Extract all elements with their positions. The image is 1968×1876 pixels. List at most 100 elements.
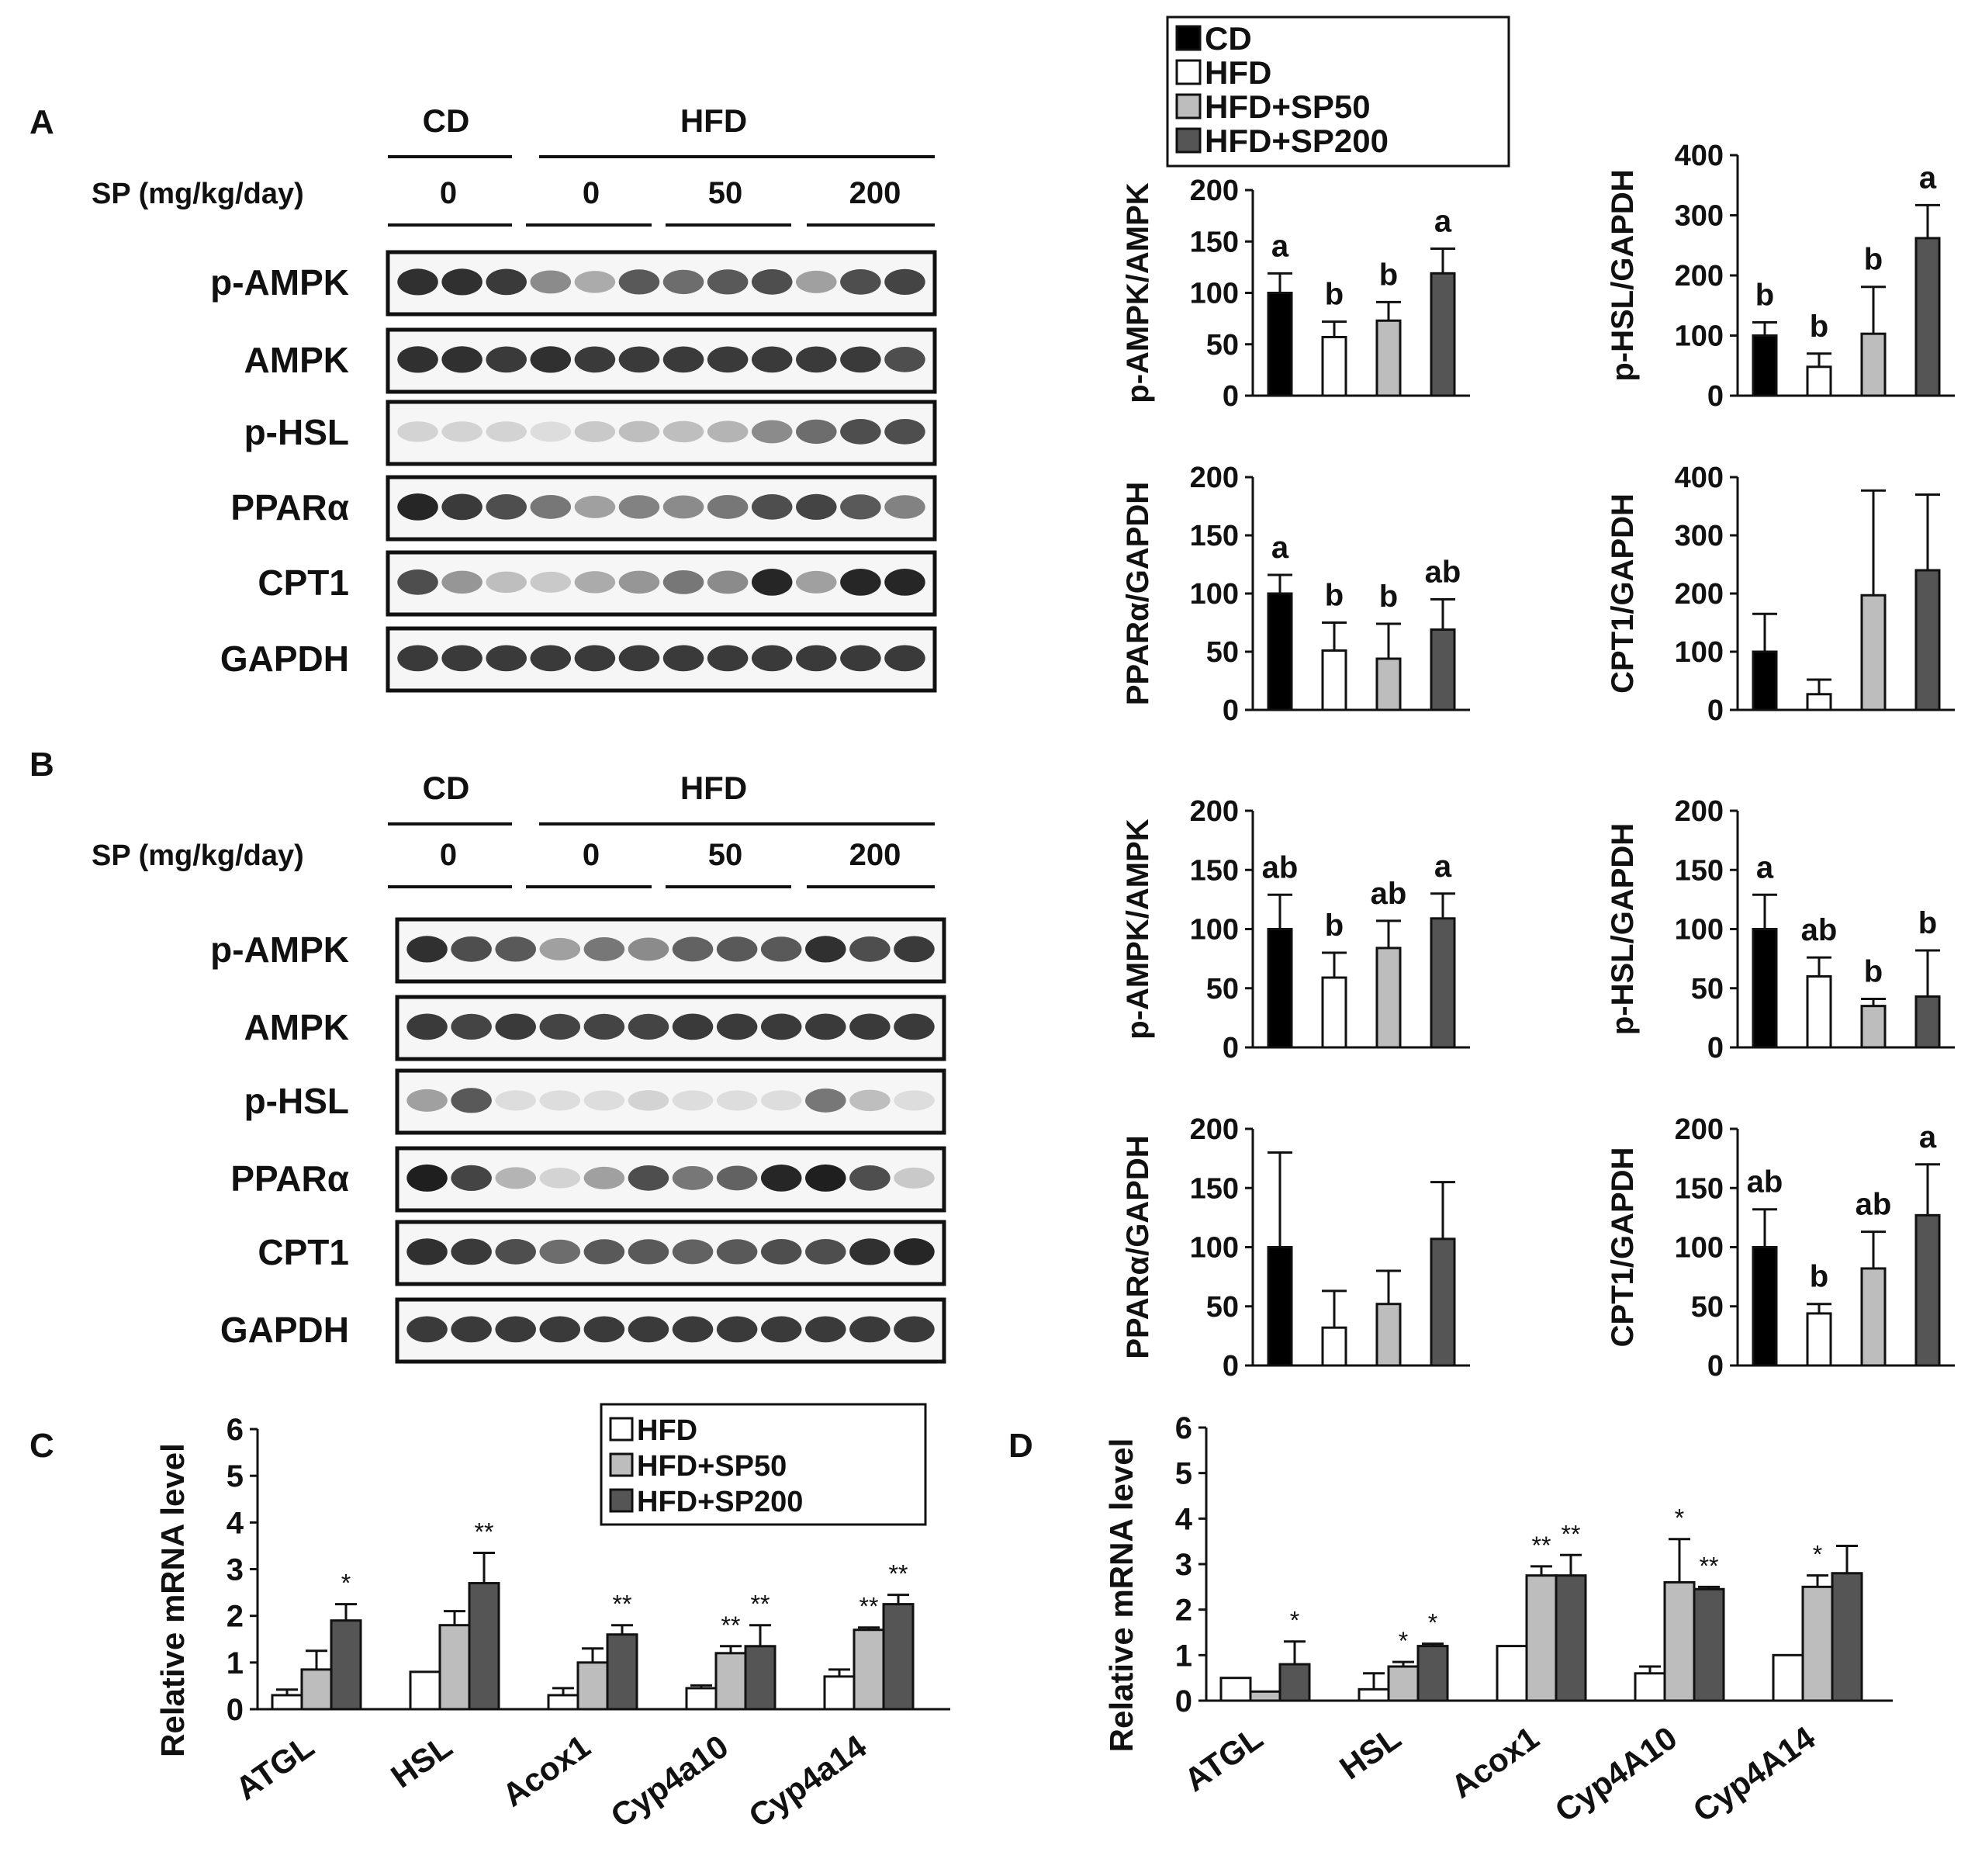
significance-letter: ab xyxy=(1856,1188,1892,1222)
header-hfd: HFD xyxy=(680,770,747,806)
blot-band xyxy=(583,936,625,961)
y-tick-label: 100 xyxy=(1675,636,1724,669)
blot-band xyxy=(530,645,572,672)
blot-row-label: GAPDH xyxy=(220,639,349,679)
blot-row-label: CPT1 xyxy=(258,1232,349,1272)
y-tick-label: 5 xyxy=(1175,1457,1192,1491)
y-tick-label: 150 xyxy=(1190,520,1239,552)
y-tick-label: 0 xyxy=(1175,1684,1192,1719)
blot-panel-a: CD HFD SP (mg/kg/day) 0 0 50 200 p-AMPK AMPK p-HS… xyxy=(92,102,937,693)
blot-band xyxy=(751,420,793,444)
blot-band xyxy=(849,1089,891,1112)
y-tick-label: 0 xyxy=(227,1693,244,1727)
legend-label: CD xyxy=(1205,20,1252,57)
blot-band xyxy=(397,493,438,521)
blot-band xyxy=(751,346,793,373)
bar xyxy=(468,1582,500,1711)
blot-band xyxy=(707,346,749,373)
bar xyxy=(1249,1690,1281,1702)
y-tick-label: 50 xyxy=(1691,1291,1724,1324)
bar xyxy=(1860,594,1887,711)
dose-label: 0 xyxy=(583,838,600,872)
y-tick-label: 200 xyxy=(1190,462,1239,494)
y-tick-label: 200 xyxy=(1675,1113,1724,1146)
legend-swatch xyxy=(609,1488,634,1513)
bar xyxy=(1555,1574,1587,1702)
blot-band xyxy=(486,346,527,373)
blot-row-label: PPARα xyxy=(230,1158,349,1199)
bar xyxy=(1772,1653,1804,1702)
blot-band xyxy=(397,645,438,672)
bar xyxy=(1634,1672,1666,1702)
bar xyxy=(1430,1237,1456,1367)
blot-panel-b: CD HFD SP (mg/kg/day) 0 0 50 200 p-AMPK AMPK p-HS… xyxy=(92,770,946,1364)
blot-band xyxy=(486,571,527,594)
blot-band xyxy=(840,494,881,520)
bar xyxy=(576,1661,609,1711)
blot-band xyxy=(451,1238,492,1265)
header-cd: CD xyxy=(423,770,470,806)
blot-band xyxy=(751,269,793,295)
blot-band xyxy=(672,1316,714,1343)
blot-band xyxy=(495,1013,536,1040)
blot-band xyxy=(894,1090,935,1111)
panel-letter-b: B xyxy=(29,746,54,784)
blot-band xyxy=(662,421,704,443)
blot-band xyxy=(840,419,881,445)
legend-label: HFD+SP200 xyxy=(637,1486,803,1518)
blot-row-label: AMPK xyxy=(244,1007,349,1047)
dose-label: 0 xyxy=(583,176,600,210)
x-tick-label: ATGL xyxy=(1178,1719,1269,1798)
blot-band xyxy=(716,1090,758,1111)
y-axis-label: p-AMPK/AMPK xyxy=(1121,819,1155,1040)
blot-band xyxy=(805,1164,846,1192)
bar xyxy=(1278,1663,1311,1702)
bar xyxy=(685,1687,718,1711)
blot-band xyxy=(760,1165,802,1192)
significance-letter: a xyxy=(1434,205,1452,239)
y-tick-label: 6 xyxy=(1175,1411,1192,1445)
y-tick-label: 6 xyxy=(227,1413,244,1447)
dose-label: 50 xyxy=(708,838,743,872)
blot-band xyxy=(406,1316,448,1343)
y-tick-label: 50 xyxy=(1206,636,1239,669)
blot-band xyxy=(894,1238,935,1265)
bar xyxy=(409,1670,441,1711)
blot-band xyxy=(796,419,837,445)
bar xyxy=(330,1619,362,1711)
y-axis-label: p-HSL/GAPDH xyxy=(1606,823,1640,1035)
x-tick-label: ATGL xyxy=(229,1728,320,1807)
blot-row-label: p-AMPK xyxy=(210,262,349,303)
significance-letter: b xyxy=(1918,906,1937,940)
y-tick-label: 200 xyxy=(1675,795,1724,828)
blot-band xyxy=(451,936,492,962)
blot-band xyxy=(583,1316,625,1343)
y-tick-label: 0 xyxy=(1707,1032,1724,1064)
blot-band xyxy=(805,1013,846,1040)
y-tick-label: 3 xyxy=(227,1553,244,1587)
panel-letter-a: A xyxy=(29,103,54,141)
blot-band xyxy=(574,645,616,672)
bar xyxy=(1375,1303,1402,1367)
y-tick-label: 150 xyxy=(1190,1172,1239,1205)
x-tick-label: HSL xyxy=(384,1728,458,1795)
significance-letter: b xyxy=(1810,1260,1828,1294)
y-tick-label: 100 xyxy=(1675,1232,1724,1265)
bar xyxy=(714,1652,747,1711)
significance-letter: ab xyxy=(1371,877,1407,911)
blot-band xyxy=(583,1166,625,1189)
blot-band xyxy=(628,1165,669,1191)
blot-band xyxy=(884,645,925,672)
legend-swatch xyxy=(1175,59,1202,85)
dose-label: 200 xyxy=(849,838,901,872)
blot-band xyxy=(884,268,925,296)
blot-band xyxy=(707,421,749,443)
bar xyxy=(1806,975,1832,1049)
blot-band xyxy=(618,421,660,443)
x-tick-label: Acox1 xyxy=(496,1728,597,1814)
y-axis-label: Relative mRNA level xyxy=(154,1443,191,1757)
blot-band xyxy=(574,271,616,293)
